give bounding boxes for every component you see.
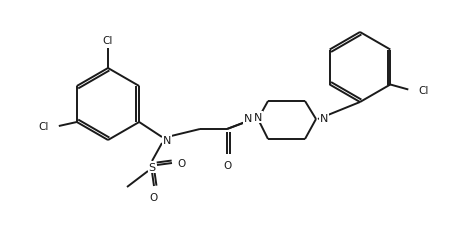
Text: N: N [163, 135, 172, 145]
Text: N: N [244, 113, 252, 124]
Text: Cl: Cl [38, 122, 49, 131]
Text: O: O [150, 192, 158, 202]
Text: Cl: Cl [103, 36, 113, 46]
Text: Cl: Cl [419, 85, 428, 95]
Text: N: N [320, 113, 328, 124]
Text: S: S [148, 162, 155, 172]
Text: O: O [177, 158, 185, 168]
Text: N: N [254, 112, 262, 122]
Text: O: O [223, 160, 231, 170]
